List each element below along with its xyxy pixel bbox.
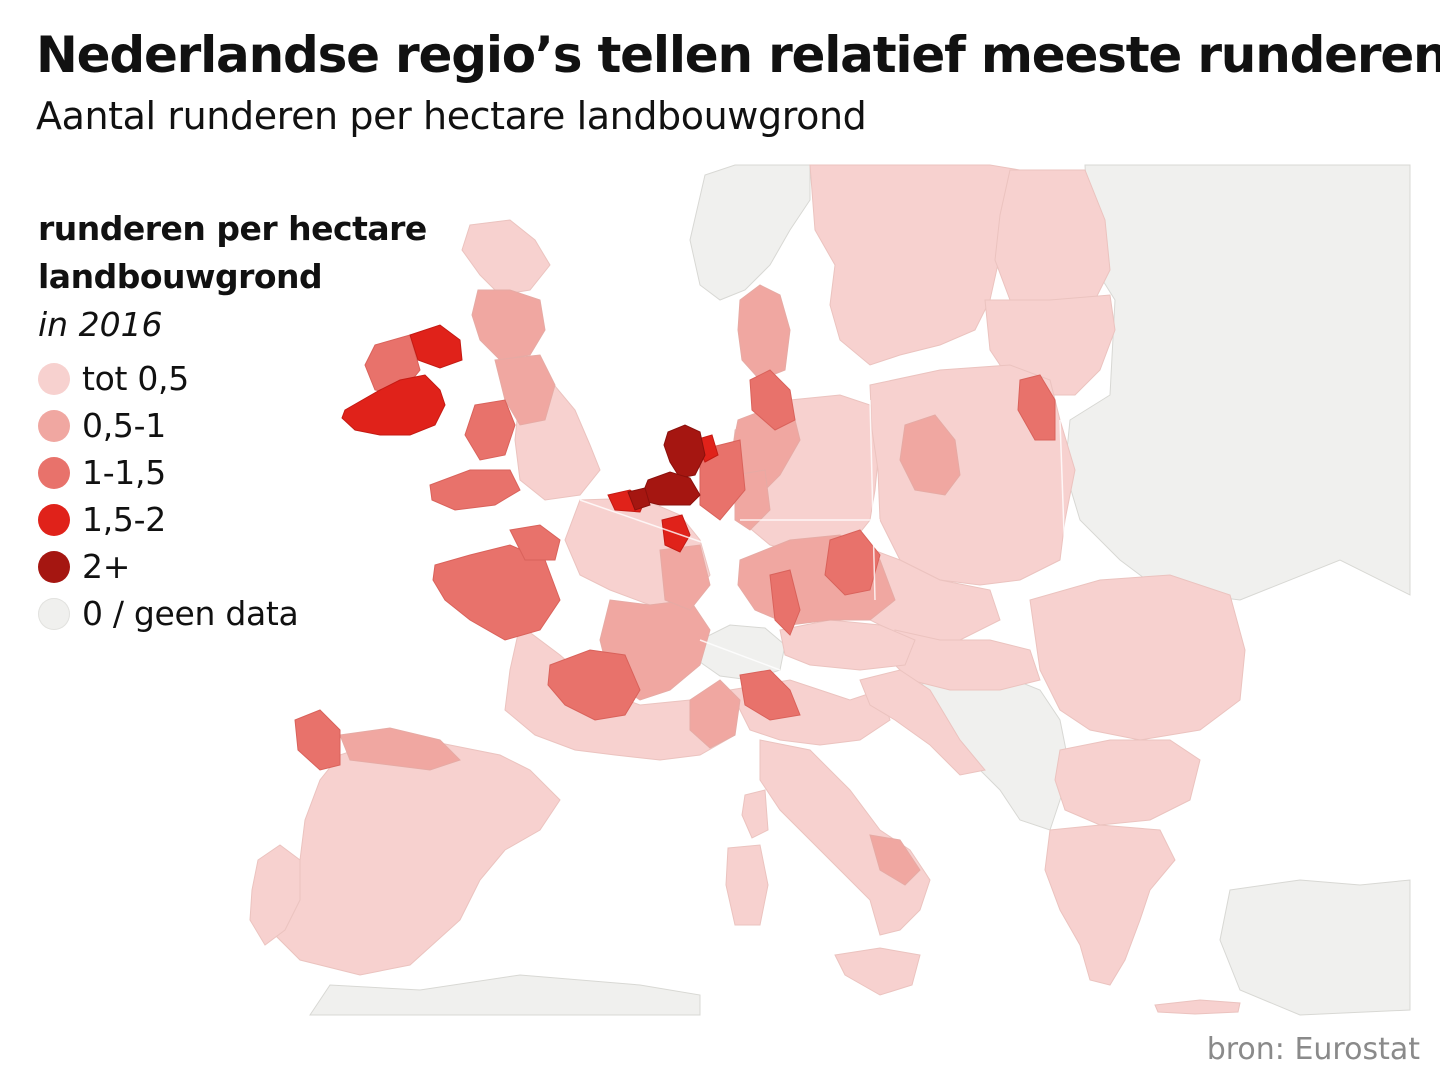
region-groot-polen <box>899 414 961 496</box>
region-zuidwest-engeland <box>429 469 521 511</box>
region-griekenland <box>1044 824 1176 986</box>
legend-title-line2: landbouwgrond <box>38 257 323 296</box>
region-lombardije <box>739 669 801 721</box>
legend: runderen per hectare landbouwgrond in 20… <box>38 205 478 637</box>
legend-label: 0 / geen data <box>82 594 299 633</box>
region-nederland-noord <box>663 424 706 479</box>
region-ierland <box>341 374 446 436</box>
legend-swatch <box>38 597 70 630</box>
regions-1-1-5 <box>294 334 1056 771</box>
legend-label: 1-1,5 <box>82 453 166 492</box>
region-turkije <box>1219 879 1411 1016</box>
source-note: bron: Eurostat <box>1206 1032 1420 1067</box>
region-beieren <box>824 529 881 596</box>
chart-title: Nederlandse regio’s tellen relatief mees… <box>36 26 1440 84</box>
region-portugal <box>249 844 301 946</box>
region-oost-europa <box>1064 164 1411 601</box>
region-noord-afrika <box>309 974 701 1016</box>
legend-item: 1,5-2 <box>38 496 478 543</box>
region-roemenie <box>1029 574 1246 741</box>
region-wales <box>464 399 516 461</box>
region-lazio <box>869 834 921 886</box>
region-corsica <box>741 789 769 839</box>
legend-item: tot 0,5 <box>38 355 478 402</box>
region-limousin-auvergne <box>547 649 641 721</box>
legend-label: 0,5-1 <box>82 406 166 445</box>
legend-label: tot 0,5 <box>82 359 189 398</box>
legend-swatch <box>38 362 70 395</box>
region-sicilie <box>834 947 921 996</box>
legend-swatch <box>38 409 70 442</box>
region-noord-ierland <box>409 324 463 369</box>
region-galicie <box>294 709 341 771</box>
legend-swatch <box>38 503 70 536</box>
legend-title-line1: runderen per hectare <box>38 209 427 248</box>
region-denemarken-zuid <box>749 369 796 431</box>
legend-item: 1-1,5 <box>38 449 478 496</box>
region-schotland-noord <box>461 219 551 296</box>
legend-label: 2+ <box>82 547 131 586</box>
regions-0-5-1 <box>339 284 961 886</box>
regions-1-5-2 <box>341 324 719 553</box>
region-noorwegen <box>689 164 811 301</box>
region-zeeuws-vlaanderen <box>627 487 651 511</box>
country-borders <box>579 399 1066 671</box>
region-normandie <box>509 524 561 561</box>
region-denemarken <box>737 284 791 381</box>
region-schotland <box>471 289 546 361</box>
chart-subtitle: Aantal runderen per hectare landbouwgron… <box>36 94 867 138</box>
legend-item: 0 / geen data <box>38 590 478 637</box>
europe-choropleth-map <box>0 160 1440 1020</box>
legend-item: 0,5-1 <box>38 402 478 449</box>
region-asturie <box>339 727 461 771</box>
region-zuid-duitsland <box>769 569 801 636</box>
region-rhone-alpes <box>689 679 741 749</box>
legend-item: 2+ <box>38 543 478 590</box>
region-bretagne-pays-de-la-loire <box>432 544 561 641</box>
region-oostenrijk-west <box>779 619 916 671</box>
region-podlachie <box>1017 374 1056 441</box>
region-nedersaksen <box>699 439 746 521</box>
region-sardinie <box>725 844 769 926</box>
legend-swatch <box>38 456 70 489</box>
legend-label: 1,5-2 <box>82 500 166 539</box>
regions-2-plus <box>627 424 706 511</box>
region-italie <box>759 739 931 936</box>
region-noordoost-frankrijk <box>659 544 711 611</box>
legend-swatch <box>38 550 70 583</box>
region-slovenie-kroatie <box>859 669 986 776</box>
region-kreta <box>1154 999 1241 1015</box>
legend-year: in 2016 <box>38 305 163 344</box>
region-bulgarije <box>1054 739 1201 826</box>
region-finland <box>994 169 1111 311</box>
